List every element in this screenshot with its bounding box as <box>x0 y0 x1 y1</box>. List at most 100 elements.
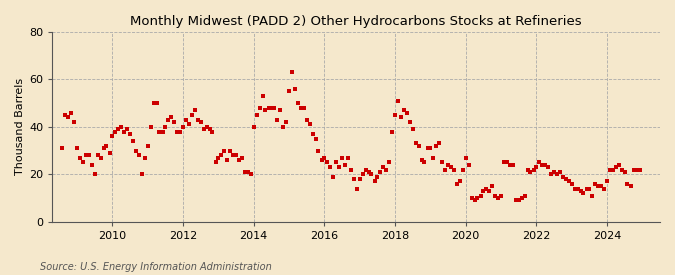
Point <box>595 184 606 188</box>
Point <box>157 129 168 134</box>
Point <box>116 125 127 129</box>
Point <box>160 125 171 129</box>
Point <box>195 120 206 124</box>
Point <box>489 193 500 198</box>
Point <box>564 179 574 184</box>
Point <box>175 129 186 134</box>
Point <box>472 196 483 200</box>
Point <box>60 113 71 117</box>
Y-axis label: Thousand Barrels: Thousand Barrels <box>15 78 25 175</box>
Point <box>466 196 477 200</box>
Point <box>207 129 218 134</box>
Point <box>119 129 130 134</box>
Point <box>543 165 554 169</box>
Point <box>343 155 354 160</box>
Point <box>431 144 441 148</box>
Point <box>404 120 415 124</box>
Point <box>240 170 250 174</box>
Point <box>248 125 259 129</box>
Point <box>537 163 547 167</box>
Point <box>519 193 530 198</box>
Point <box>540 163 551 167</box>
Point <box>213 155 224 160</box>
Point <box>495 193 506 198</box>
Point <box>275 108 286 112</box>
Point <box>304 122 315 127</box>
Point <box>478 189 489 193</box>
Point <box>599 186 610 191</box>
Point <box>383 160 394 165</box>
Point <box>257 94 268 98</box>
Point <box>484 189 495 193</box>
Point <box>454 179 465 184</box>
Point <box>516 196 527 200</box>
Point <box>352 186 362 191</box>
Point <box>366 172 377 177</box>
Point <box>551 172 562 177</box>
Point <box>354 177 365 181</box>
Point <box>363 170 374 174</box>
Point <box>246 172 256 177</box>
Point <box>57 146 68 150</box>
Point <box>357 172 368 177</box>
Point <box>98 146 109 150</box>
Point <box>334 165 345 169</box>
Point <box>555 170 566 174</box>
Point <box>113 127 124 131</box>
Point <box>277 125 288 129</box>
Point <box>463 163 474 167</box>
Point <box>136 172 147 177</box>
Point <box>443 163 454 167</box>
Point <box>428 155 439 160</box>
Point <box>416 158 427 162</box>
Title: Monthly Midwest (PADD 2) Other Hydrocarbons Stocks at Refineries: Monthly Midwest (PADD 2) Other Hydrocarb… <box>130 15 582 28</box>
Point <box>204 127 215 131</box>
Point <box>348 177 359 181</box>
Point <box>237 155 248 160</box>
Point <box>69 120 80 124</box>
Point <box>140 155 151 160</box>
Point <box>398 108 409 112</box>
Point <box>608 167 618 172</box>
Point <box>142 144 153 148</box>
Point <box>504 163 515 167</box>
Point <box>422 146 433 150</box>
Point <box>227 153 238 158</box>
Point <box>437 160 448 165</box>
Point <box>322 160 333 165</box>
Point <box>63 115 74 120</box>
Point <box>401 110 412 115</box>
Point <box>631 167 642 172</box>
Point <box>298 106 309 110</box>
Point <box>593 184 603 188</box>
Point <box>292 101 303 105</box>
Point <box>381 167 392 172</box>
Point <box>587 193 597 198</box>
Point <box>481 186 491 191</box>
Point <box>449 167 460 172</box>
Point <box>313 148 324 153</box>
Point <box>502 160 512 165</box>
Point <box>419 160 430 165</box>
Point <box>272 117 283 122</box>
Point <box>72 146 82 150</box>
Point <box>83 153 94 158</box>
Point <box>569 186 580 191</box>
Point <box>378 165 389 169</box>
Point <box>178 125 188 129</box>
Point <box>222 158 233 162</box>
Point <box>619 170 630 174</box>
Point <box>328 174 339 179</box>
Point <box>614 163 624 167</box>
Point <box>260 108 271 112</box>
Point <box>337 155 348 160</box>
Point <box>389 113 400 117</box>
Point <box>189 108 200 112</box>
Point <box>392 98 403 103</box>
Point <box>616 167 627 172</box>
Point <box>325 165 335 169</box>
Point <box>307 132 318 136</box>
Point <box>231 153 242 158</box>
Point <box>180 117 191 122</box>
Point <box>151 101 162 105</box>
